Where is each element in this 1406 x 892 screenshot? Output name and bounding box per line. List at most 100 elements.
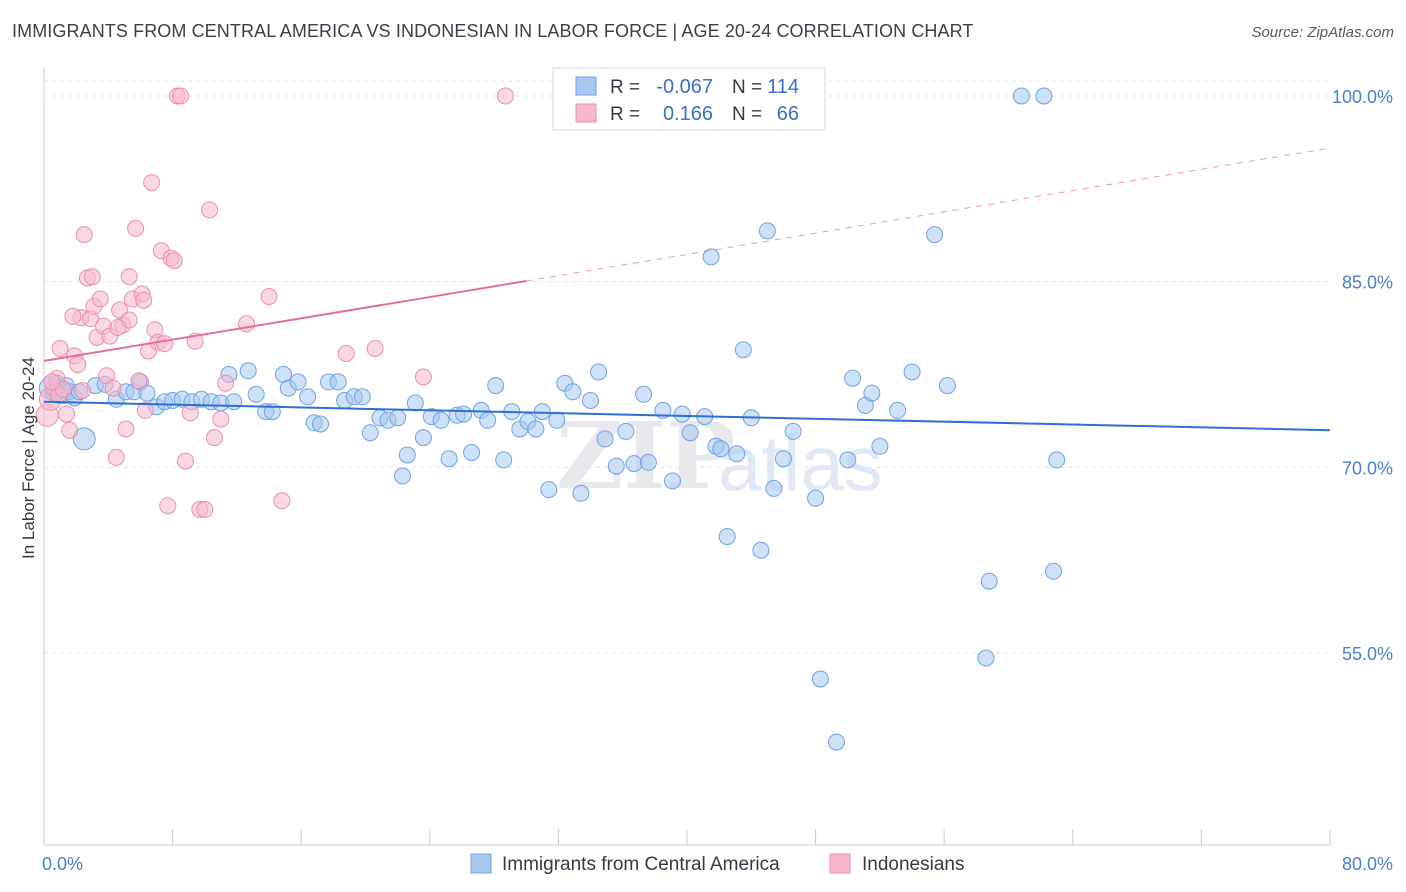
point-central-america-25 [225, 393, 243, 411]
point-indonesians-53 [260, 288, 278, 305]
point-central-america-92 [765, 479, 783, 497]
point-indonesians-50 [212, 410, 230, 428]
point-central-america-49 [414, 429, 432, 447]
point-central-america-90 [752, 541, 770, 559]
point-indonesians-57 [414, 368, 432, 386]
point-indonesians-25 [117, 420, 135, 438]
y-tick-label-1: 85.0% [1342, 273, 1393, 293]
point-central-america-97 [811, 670, 829, 688]
point-indonesians-28 [127, 219, 145, 237]
point-indonesians-44 [181, 404, 199, 422]
point-central-america-58 [487, 377, 505, 395]
point-central-america-45 [389, 409, 407, 427]
point-indonesians-8 [61, 421, 79, 439]
point-central-america-74 [617, 422, 635, 440]
point-central-america-86 [718, 528, 736, 546]
point-central-america-102 [863, 384, 881, 402]
point-central-america-87 [728, 445, 746, 463]
point-central-america-106 [926, 226, 944, 244]
legend-swatch-blue [575, 76, 597, 96]
source-label: Source: ZipAtlas.com [1251, 24, 1394, 41]
point-central-america-34 [299, 388, 317, 406]
point-central-america-55 [463, 444, 481, 461]
point-central-america-91 [758, 222, 776, 240]
point-central-america-52 [440, 450, 458, 468]
point-indonesians-17 [91, 290, 109, 308]
legend-box [552, 67, 826, 131]
point-central-america-75 [625, 455, 643, 473]
point-central-america-111 [1035, 87, 1053, 105]
point-indonesians-61 [83, 268, 101, 286]
point-indonesians-40 [165, 252, 183, 270]
point-indonesians-52 [238, 315, 255, 333]
point-central-america-99 [839, 451, 857, 469]
point-central-america-88 [734, 341, 752, 359]
point-central-america-110 [1012, 87, 1030, 105]
point-indonesians-63 [135, 291, 153, 309]
legend-r-label-1: R = [610, 77, 640, 98]
point-central-america-98 [828, 733, 845, 751]
data-points [35, 87, 1066, 751]
point-central-america-33 [289, 373, 307, 391]
point-indonesians-42 [172, 87, 190, 105]
trend-line-indonesians-solid [43, 280, 527, 362]
point-central-america-54 [455, 405, 473, 423]
point-indonesians-10 [69, 356, 87, 374]
point-central-america-85 [712, 440, 730, 458]
gridlines [44, 80, 1330, 654]
y-tick-label-3: 55.0% [1342, 644, 1393, 664]
point-central-america-76 [639, 453, 657, 471]
point-indonesians-5 [51, 340, 69, 357]
point-central-america-94 [784, 422, 802, 440]
point-central-america-109 [980, 572, 998, 590]
bottom-legend-label-indonesians: Indonesians [862, 854, 964, 875]
point-central-america-36 [312, 415, 329, 433]
point-central-america-108 [977, 649, 995, 667]
point-central-america-64 [533, 403, 551, 421]
bottom-legend-label-central-america: Immigrants from Central America [502, 854, 780, 875]
point-indonesians-58 [496, 87, 514, 105]
point-indonesians-59 [120, 268, 138, 286]
y-axis-title: In Labor Force | Age 20-24 [19, 357, 38, 559]
point-indonesians-29 [130, 372, 148, 390]
point-indonesians-65 [74, 382, 92, 400]
point-central-america-73 [607, 457, 625, 475]
x-tick-label-min: 0.0% [42, 854, 83, 874]
point-indonesians-33 [143, 174, 161, 192]
bottom-legend: Immigrants from Central America Indonesi… [470, 853, 964, 875]
legend-n-value-1: 114 [767, 76, 799, 98]
chart-title: IMMIGRANTS FROM CENTRAL AMERICA VS INDON… [12, 21, 974, 41]
point-central-america-100 [844, 369, 862, 387]
point-indonesians-21 [104, 379, 122, 397]
point-indonesians-48 [201, 201, 219, 219]
point-central-america-46 [398, 446, 416, 464]
point-indonesians-55 [337, 345, 355, 362]
point-central-america-27 [239, 362, 257, 380]
bottom-legend-swatch-pink [829, 853, 851, 874]
point-central-america-59 [495, 451, 513, 469]
point-indonesians-22 [107, 448, 125, 466]
point-central-america-69 [572, 484, 590, 502]
point-central-america-16 [138, 384, 156, 402]
y-tick-labels: 100.0% 85.0% 70.0% 55.0% [1332, 87, 1393, 664]
legend-r-label-2: R = [610, 104, 640, 125]
point-indonesians-64 [43, 373, 61, 391]
point-indonesians-60 [64, 307, 82, 325]
point-indonesians-51 [217, 374, 235, 392]
point-central-america-79 [664, 472, 681, 490]
x-tick-label-max: 80.0% [1342, 854, 1393, 874]
point-indonesians-7 [58, 405, 75, 423]
legend: R = -0.067 N = 114 R = 0.166 N = 66 [552, 67, 826, 131]
axes [43, 68, 1331, 846]
point-central-america-41 [353, 388, 371, 406]
point-central-america-93 [774, 450, 792, 468]
point-central-america-65 [540, 481, 558, 499]
point-central-america-72 [596, 430, 614, 448]
point-central-america-81 [681, 424, 699, 442]
point-indonesians-56 [366, 340, 384, 357]
trend-line-indonesians-dashed [526, 147, 1331, 282]
point-central-america-57 [479, 411, 497, 429]
point-indonesians-62 [109, 319, 127, 336]
point-central-america-63 [527, 420, 545, 438]
